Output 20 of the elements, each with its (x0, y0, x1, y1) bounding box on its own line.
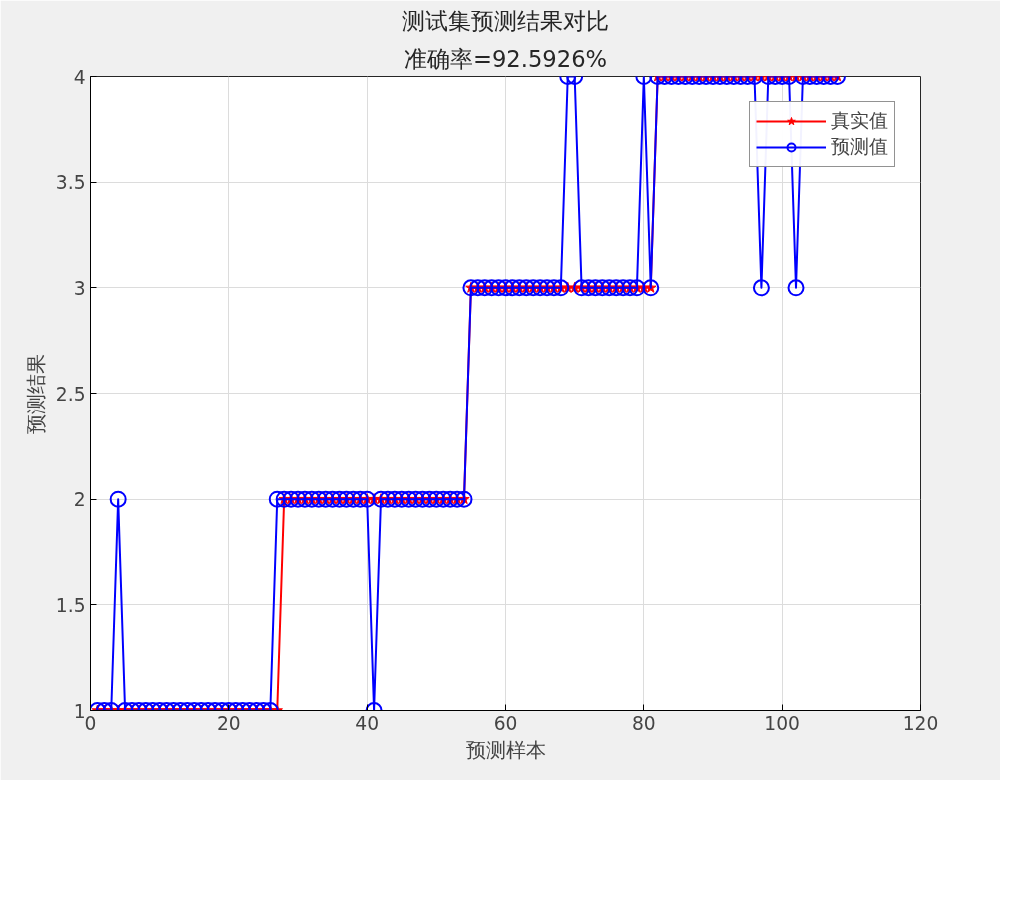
y-tick-label: 4 (73, 66, 86, 88)
y-tick-label: 2 (73, 489, 86, 511)
x-tick-label: 100 (764, 712, 800, 734)
y-axis-title: 预测结果 (23, 353, 48, 434)
x-tick-label: 120 (902, 712, 939, 734)
x-tick-label: 40 (355, 712, 380, 734)
y-tick-label: 1 (73, 700, 86, 722)
y-tick-label: 3 (73, 277, 86, 299)
legend-label: 预测值 (831, 135, 888, 159)
chart-subtitle: 准确率=92.5926% (403, 45, 608, 72)
x-tick-label: 60 (493, 712, 518, 734)
legend-label: 真实值 (831, 109, 888, 133)
x-axis-title: 预测样本 (465, 737, 546, 762)
y-tick-label: 3.5 (55, 172, 86, 194)
x-tick-label: 20 (216, 712, 241, 734)
y-tick-label: 1.5 (55, 594, 86, 616)
y-tick-label: 2.5 (55, 383, 86, 405)
chart-title: 测试集预测结果对比 (402, 7, 609, 34)
x-tick-label: 80 (631, 712, 656, 734)
x-tick-label: 0 (84, 712, 97, 734)
